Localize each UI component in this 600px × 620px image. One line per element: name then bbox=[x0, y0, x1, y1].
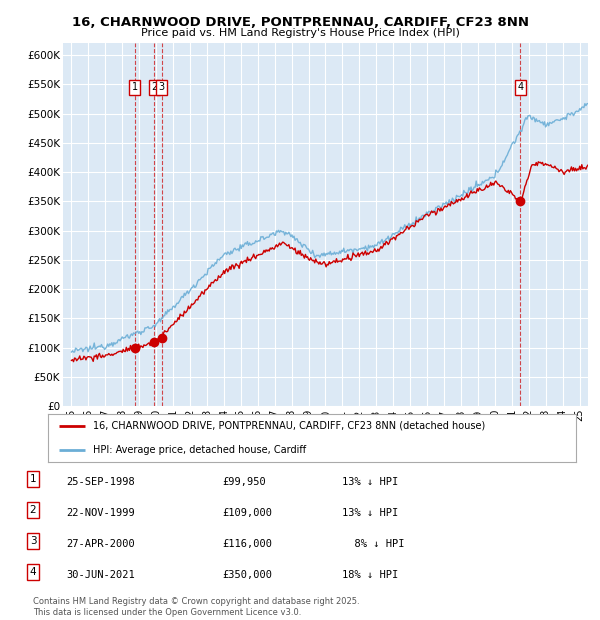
Text: 2: 2 bbox=[29, 505, 37, 515]
Text: 4: 4 bbox=[29, 567, 37, 577]
Text: HPI: Average price, detached house, Cardiff: HPI: Average price, detached house, Card… bbox=[93, 445, 306, 455]
Text: £350,000: £350,000 bbox=[222, 570, 272, 580]
Text: £116,000: £116,000 bbox=[222, 539, 272, 549]
Text: 27-APR-2000: 27-APR-2000 bbox=[66, 539, 135, 549]
Text: £99,950: £99,950 bbox=[222, 477, 266, 487]
Text: 1: 1 bbox=[131, 82, 137, 92]
Text: 22-NOV-1999: 22-NOV-1999 bbox=[66, 508, 135, 518]
Text: 25-SEP-1998: 25-SEP-1998 bbox=[66, 477, 135, 487]
Text: 4: 4 bbox=[517, 82, 523, 92]
Text: 13% ↓ HPI: 13% ↓ HPI bbox=[342, 508, 398, 518]
Text: Price paid vs. HM Land Registry's House Price Index (HPI): Price paid vs. HM Land Registry's House … bbox=[140, 28, 460, 38]
Text: Contains HM Land Registry data © Crown copyright and database right 2025.
This d: Contains HM Land Registry data © Crown c… bbox=[33, 598, 359, 617]
Text: 2: 2 bbox=[151, 82, 158, 92]
Text: 16, CHARNWOOD DRIVE, PONTPRENNAU, CARDIFF, CF23 8NN: 16, CHARNWOOD DRIVE, PONTPRENNAU, CARDIF… bbox=[71, 16, 529, 29]
Text: 18% ↓ HPI: 18% ↓ HPI bbox=[342, 570, 398, 580]
Text: 13% ↓ HPI: 13% ↓ HPI bbox=[342, 477, 398, 487]
Text: 8% ↓ HPI: 8% ↓ HPI bbox=[342, 539, 404, 549]
Text: 16, CHARNWOOD DRIVE, PONTPRENNAU, CARDIFF, CF23 8NN (detached house): 16, CHARNWOOD DRIVE, PONTPRENNAU, CARDIF… bbox=[93, 420, 485, 431]
Text: £109,000: £109,000 bbox=[222, 508, 272, 518]
Text: 3: 3 bbox=[29, 536, 37, 546]
Text: 1: 1 bbox=[29, 474, 37, 484]
Text: 30-JUN-2021: 30-JUN-2021 bbox=[66, 570, 135, 580]
Text: 3: 3 bbox=[158, 82, 164, 92]
